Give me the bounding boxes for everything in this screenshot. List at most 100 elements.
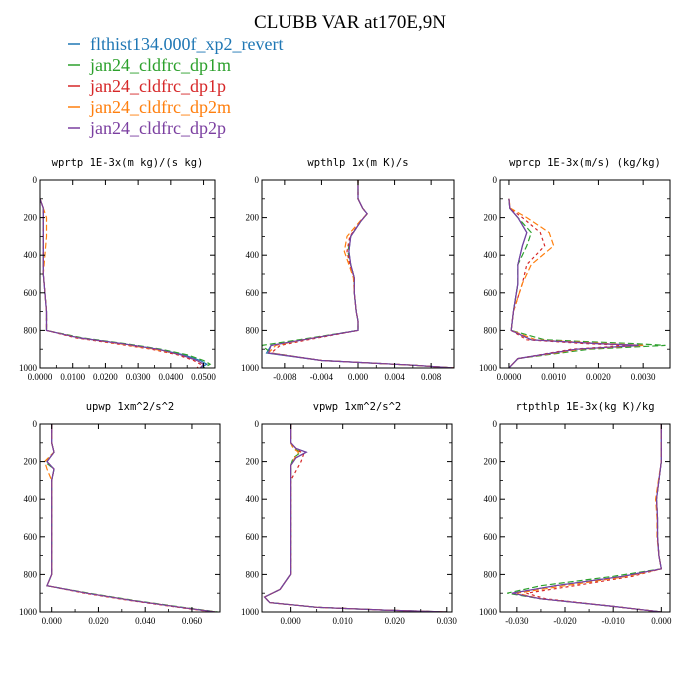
x-tick-label: 0.0100: [60, 372, 85, 382]
x-tick-label: -0.020: [553, 616, 577, 626]
legend-label: jan24_cldfrc_dp2m: [89, 97, 231, 117]
y-tick-label: 600: [24, 288, 38, 298]
plot-frame: [39, 179, 216, 369]
figure-title: CLUBB VAR at170E,9N: [254, 12, 446, 33]
series-line: [508, 198, 639, 368]
y-tick-label: 600: [246, 532, 260, 542]
y-tick-label: 1000: [241, 607, 260, 617]
series-line: [511, 424, 662, 612]
y-tick-label: 1000: [19, 363, 38, 373]
y-tick-label: 600: [246, 288, 260, 298]
y-tick-label: 600: [24, 532, 38, 542]
y-tick-label: 800: [24, 325, 38, 335]
x-tick-label: 0.0200: [93, 372, 118, 382]
legend-entry: jan24_cldfrc_dp2m: [68, 97, 231, 117]
series-line: [267, 180, 454, 368]
x-tick-label: 0.008: [421, 372, 442, 382]
series-line: [44, 424, 216, 612]
y-tick-label: 800: [484, 325, 498, 335]
series-line: [263, 424, 447, 612]
plot-frame: [499, 179, 671, 369]
x-tick-label: 0.060: [182, 616, 203, 626]
x-tick-label: -0.004: [310, 372, 334, 382]
y-tick-label: 800: [24, 569, 38, 579]
series-group: [40, 198, 212, 368]
y-tick-label: 800: [484, 569, 498, 579]
panel: wprcp 1E-3x(m/s) (kg/kg) 0 200 400 600 800 100…: [479, 157, 671, 382]
y-tick-label: 0: [33, 419, 38, 429]
series-line: [263, 424, 447, 612]
x-tick-label: 0.0400: [158, 372, 183, 382]
panel-title: wprcp 1E-3x(m/s) (kg/kg): [509, 157, 661, 169]
y-tick-label: 400: [246, 250, 260, 260]
x-tick-label: 0.000: [281, 616, 302, 626]
panel-title: wprtp 1E-3x(m kg)/(s kg): [52, 157, 204, 169]
y-tick-label: 200: [246, 213, 260, 223]
y-tick-label: 400: [484, 250, 498, 260]
x-tick-label: -0.030: [505, 616, 529, 626]
x-tick-label: 0.0010: [541, 372, 566, 382]
y-tick-label: 1000: [241, 363, 260, 373]
series-line: [516, 424, 662, 612]
x-tick-label: 0.0500: [191, 372, 216, 382]
series-line: [262, 180, 454, 368]
series-group: [43, 424, 218, 612]
x-tick-label: 0.0030: [631, 372, 656, 382]
y-tick-label: 0: [33, 175, 38, 185]
y-tick-label: 0: [493, 419, 498, 429]
series-group: [507, 424, 663, 612]
panel-title: upwp 1xm^2/s^2: [86, 401, 175, 413]
panel: wpthlp 1x(m K)/s 0 200 400 600 800 1000 -0.008 -…: [241, 157, 455, 382]
series-line: [511, 424, 662, 612]
legend-entry: jan24_cldfrc_dp2p: [68, 118, 226, 138]
x-tick-label: 0.004: [384, 372, 405, 382]
y-tick-label: 200: [24, 213, 38, 223]
legend-entry: flthist134.000f_xp2_revert: [68, 34, 283, 54]
series-line: [263, 424, 447, 612]
x-tick-label: 0.020: [385, 616, 406, 626]
x-tick-label: 0.000: [348, 372, 369, 382]
series-line: [46, 424, 214, 612]
legend-label: jan24_cldfrc_dp2p: [89, 118, 226, 138]
y-tick-label: 600: [484, 288, 498, 298]
panel: vpwp 1xm^2/s^2 0 200 400 600 800 1000 0.000 0.01…: [241, 401, 457, 626]
series-line: [526, 424, 662, 612]
panels: wprtp 1E-3x(m kg)/(s kg) 0 200 400 600 800 100…: [19, 157, 672, 626]
panel-title: wpthlp 1x(m K)/s: [307, 157, 408, 169]
y-tick-label: 400: [24, 494, 38, 504]
y-tick-label: 200: [484, 213, 498, 223]
series-group: [263, 424, 447, 612]
x-tick-label: 0.000: [651, 616, 672, 626]
series-line: [46, 424, 216, 612]
y-tick-label: 1000: [19, 607, 38, 617]
y-tick-label: 0: [493, 175, 498, 185]
x-tick-label: 0.020: [88, 616, 109, 626]
x-tick-label: 0.000: [42, 616, 63, 626]
legend-label: jan24_cldfrc_dp1p: [89, 76, 226, 96]
panel: upwp 1xm^2/s^2 0 200 400 600 800 1000 0.000 0.02…: [19, 401, 221, 626]
panel: wprtp 1E-3x(m kg)/(s kg) 0 200 400 600 800 100…: [19, 157, 216, 382]
series-line: [508, 198, 630, 368]
series-line: [40, 198, 209, 368]
series-line: [263, 424, 447, 612]
series-group: [262, 180, 454, 368]
series-group: [508, 198, 666, 368]
y-tick-label: 400: [484, 494, 498, 504]
y-tick-label: 600: [484, 532, 498, 542]
plot-frame: [39, 423, 221, 613]
y-tick-label: 800: [246, 325, 260, 335]
series-line: [263, 424, 447, 612]
x-tick-label: 0.0020: [586, 372, 611, 382]
panel: rtpthlp 1E-3x(kg K)/kg02004006008001000-…: [479, 401, 672, 626]
plot-frame: [261, 179, 455, 369]
y-tick-label: 800: [246, 569, 260, 579]
legend-entry: jan24_cldfrc_dp1m: [68, 55, 231, 75]
x-tick-label: 0.0000: [497, 372, 522, 382]
series-line: [46, 424, 216, 612]
x-tick-label: -0.008: [273, 372, 297, 382]
x-tick-label: -0.010: [602, 616, 626, 626]
panel-title: rtpthlp 1E-3x(kg K)/kg: [515, 401, 654, 413]
series-line: [508, 198, 666, 368]
series-line: [43, 424, 218, 612]
